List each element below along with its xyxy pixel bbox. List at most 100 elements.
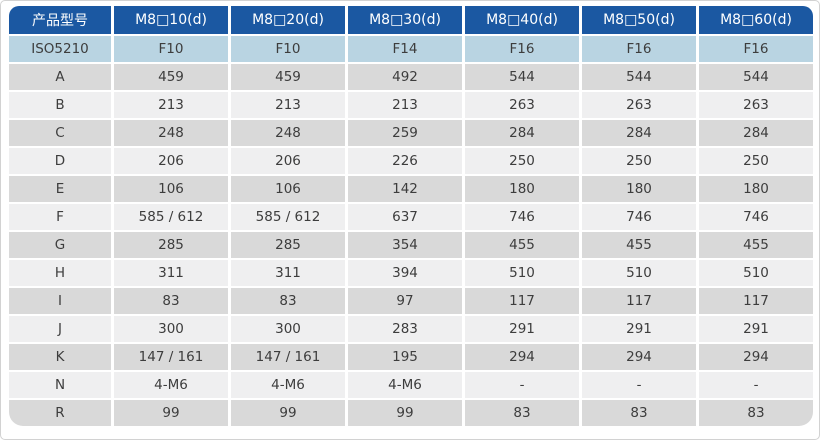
cell: 180 <box>699 176 813 202</box>
cell: 294 <box>699 344 813 370</box>
cell: 283 <box>348 316 462 342</box>
cell: 213 <box>114 92 228 118</box>
row-label: J <box>9 316 111 342</box>
cell: 285 <box>231 232 345 258</box>
cell: 117 <box>699 288 813 314</box>
cell: 99 <box>348 400 462 426</box>
cell: 746 <box>582 204 696 230</box>
table-row: H 311 311 394 510 510 510 <box>9 260 813 286</box>
row-label: B <box>9 92 111 118</box>
cell: 284 <box>582 120 696 146</box>
cell: 83 <box>582 400 696 426</box>
cell: 195 <box>348 344 462 370</box>
cell: 585 / 612 <box>114 204 228 230</box>
cell: 263 <box>699 92 813 118</box>
row-label: F <box>9 204 111 230</box>
cell: 291 <box>582 316 696 342</box>
cell: 4-M6 <box>231 372 345 398</box>
table-row: D 206 206 226 250 250 250 <box>9 148 813 174</box>
cell: 354 <box>348 232 462 258</box>
column-header: M8□60(d) <box>699 6 813 34</box>
cell: 259 <box>348 120 462 146</box>
column-header: M8□40(d) <box>465 6 579 34</box>
cell: 294 <box>582 344 696 370</box>
column-header: M8□50(d) <box>582 6 696 34</box>
cell: 106 <box>231 176 345 202</box>
column-header: 产品型号 <box>9 6 111 34</box>
column-header: M8□30(d) <box>348 6 462 34</box>
cell: 97 <box>348 288 462 314</box>
cell: 180 <box>582 176 696 202</box>
table-body: ISO5210 F10 F10 F14 F16 F16 F16 A 459 459 492 544 54… <box>9 36 813 426</box>
cell: F14 <box>348 36 462 62</box>
cell: 746 <box>699 204 813 230</box>
cell: 544 <box>582 64 696 90</box>
row-label: N <box>9 372 111 398</box>
row-label: E <box>9 176 111 202</box>
cell: 510 <box>582 260 696 286</box>
cell: 285 <box>114 232 228 258</box>
cell: 637 <box>348 204 462 230</box>
table-row: I 83 83 97 117 117 117 <box>9 288 813 314</box>
cell: 117 <box>465 288 579 314</box>
cell: 455 <box>699 232 813 258</box>
table-row: G 285 285 354 455 455 455 <box>9 232 813 258</box>
cell: 311 <box>114 260 228 286</box>
cell: 250 <box>582 148 696 174</box>
cell: F16 <box>465 36 579 62</box>
cell: 83 <box>231 288 345 314</box>
cell: 213 <box>231 92 345 118</box>
cell: 4-M6 <box>348 372 462 398</box>
cell: 83 <box>465 400 579 426</box>
table-row: C 248 248 259 284 284 284 <box>9 120 813 146</box>
cell: 544 <box>465 64 579 90</box>
cell: 300 <box>114 316 228 342</box>
cell: 117 <box>582 288 696 314</box>
cell: 226 <box>348 148 462 174</box>
header-row: 产品型号 M8□10(d) M8□20(d) M8□30(d) M8□40(d) M8□5… <box>9 6 813 34</box>
cell: - <box>582 372 696 398</box>
cell: F10 <box>231 36 345 62</box>
cell: 206 <box>231 148 345 174</box>
table-row: E 106 106 142 180 180 180 <box>9 176 813 202</box>
table-row: N 4-M6 4-M6 4-M6- - - <box>9 372 813 398</box>
cell: 284 <box>699 120 813 146</box>
cell: F10 <box>114 36 228 62</box>
cell: 83 <box>699 400 813 426</box>
cell: 544 <box>699 64 813 90</box>
cell: 510 <box>699 260 813 286</box>
cell: 99 <box>231 400 345 426</box>
table-row: ISO5210 F10 F10 F14 F16 F16 F16 <box>9 36 813 62</box>
table-row: A 459 459 492 544 544 544 <box>9 64 813 90</box>
table-row: J 300 300 283 291 291 291 <box>9 316 813 342</box>
cell: 311 <box>231 260 345 286</box>
cell: 99 <box>114 400 228 426</box>
row-label: C <box>9 120 111 146</box>
cell: 4-M6 <box>114 372 228 398</box>
cell: 263 <box>465 92 579 118</box>
cell: 142 <box>348 176 462 202</box>
cell: - <box>465 372 579 398</box>
table-row: R 99 99 99 83 83 83 <box>9 400 813 426</box>
cell: 284 <box>465 120 579 146</box>
cell: 250 <box>465 148 579 174</box>
cell: 291 <box>465 316 579 342</box>
cell: - <box>699 372 813 398</box>
table-row: B 213 213 213 263 263 263 <box>9 92 813 118</box>
cell: 248 <box>231 120 345 146</box>
row-label: R <box>9 400 111 426</box>
row-label: K <box>9 344 111 370</box>
dimension-table: 产品型号 M8□10(d) M8□20(d) M8□30(d) M8□40(d) M8□5… <box>6 4 816 428</box>
cell: 106 <box>114 176 228 202</box>
cell: 455 <box>465 232 579 258</box>
cell: 459 <box>114 64 228 90</box>
cell: 250 <box>699 148 813 174</box>
cell: 492 <box>348 64 462 90</box>
row-label: D <box>9 148 111 174</box>
cell: F16 <box>582 36 696 62</box>
table-row: F 585 / 612 585 / 612 637 746 746 746 <box>9 204 813 230</box>
column-header: M8□10(d) <box>114 6 228 34</box>
cell: 180 <box>465 176 579 202</box>
cell: 263 <box>582 92 696 118</box>
